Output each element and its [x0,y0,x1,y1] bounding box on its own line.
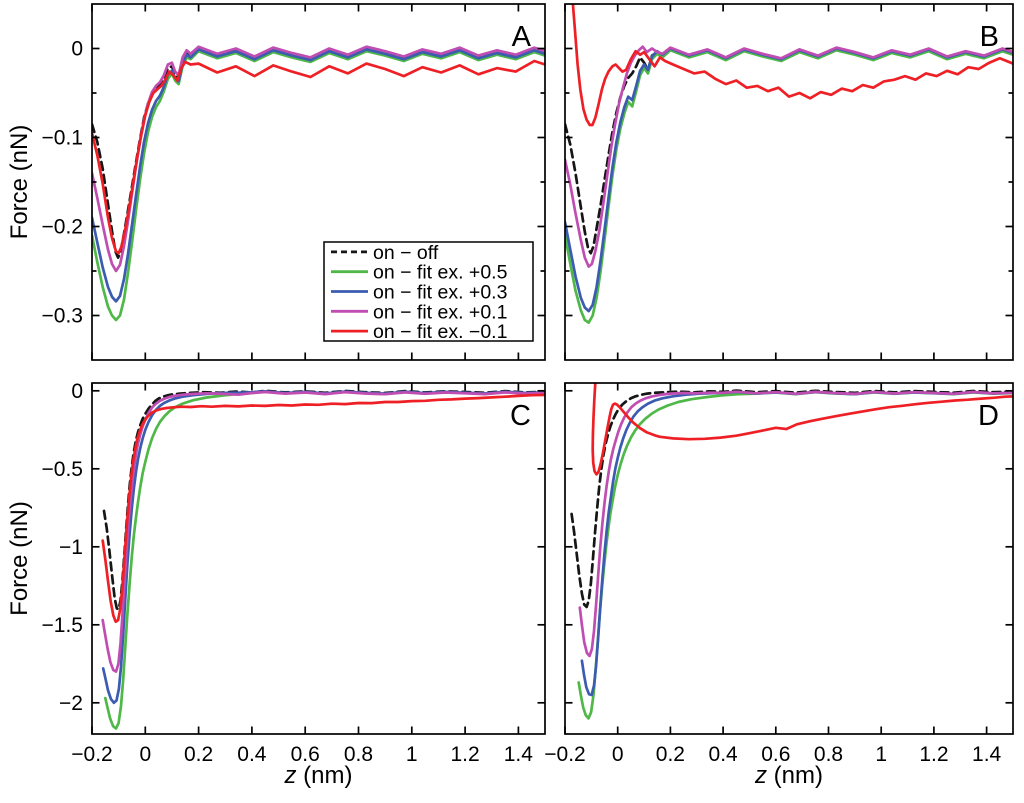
panel-D-xtick-label: 1.4 [972,743,1002,766]
x-axis-title-D: z (nm) [754,762,823,789]
panel-C-ytick-label: −2 [59,692,83,715]
panel-C-ytick-label: 0 [71,380,83,403]
panel-C-ytick-label: −1.5 [42,614,83,637]
panel-D-series-on-fit-ex.-0.1 [591,383,1013,476]
panel-C-series-on-fit-ex.-+0.1 [101,390,545,673]
panel-C-xtick-label: −0.2 [71,743,112,766]
legend-label-on-fit-ex.-0.1: on − fit ex. −0.1 [373,321,507,343]
legend-label-on-fit-ex.-+0.5: on − fit ex. +0.5 [373,262,508,284]
panel-B: B [564,3,1014,361]
panel-B-series-on-fit-ex.-+0.1 [565,45,1013,268]
panel-C: 0 −0.5 −1 −1.5 −2 −0.2 0 0.2 0.4 0.6 0.8 1 1.2 1.4 C Fo… [6,380,546,789]
panel-C-xtick-label: 0.4 [237,743,267,766]
panel-D-xtick-label: 0.2 [656,743,685,766]
panel-D-xtick-label: 1.2 [919,743,948,766]
panel-C-xtick-label: 0.6 [291,743,320,766]
panel-A-series-on-fit-ex.-0.1 [92,59,545,255]
legend-label-on-fit-ex.-+0.3: on − fit ex. +0.3 [373,282,507,304]
panel-C-plot-area [101,389,545,730]
panel-B-series-on-fit-ex.-+0.5 [565,48,1013,324]
panel-A-ytick-label: −0.1 [42,127,83,150]
panel-B-ticks [564,4,1013,360]
panel-D-xtick-label: 1 [875,743,887,766]
panel-D-series-on-fit-ex.-+0.1 [578,390,1013,658]
panel-D: −0.2 0 0.2 0.4 0.6 0.8 1 1.2 1.4 Dz (nm) [544,382,1014,789]
panel-D-xtick-label: 0.4 [709,743,739,766]
panel-B-plot-area [565,4,1013,324]
legend-label-on-off: on − off [373,242,439,264]
panel-B-series-on-fit-ex.-0.1 [571,4,1013,127]
y-axis-title-C: Force (nN) [6,501,33,616]
panel-letter-D: D [978,400,999,432]
panel-D-ticks [564,383,1013,734]
panel-A: 0 −0.1 −0.2 −0.3 A Force (nN) [6,3,546,361]
panel-letter-B: B [980,21,999,53]
x-axis-title-C: z (nm) [284,762,353,789]
panel-D-xtick-label: −0.2 [544,743,585,766]
panel-C-xtick-label: 0.2 [184,743,213,766]
panel-A-ytick-label: 0 [71,38,83,61]
panel-D-plot-area [570,383,1013,720]
panel-A-series-on-fit-ex.-+0.1 [92,45,545,273]
panel-C-ticks [91,383,545,734]
panel-C-xtick-label: 0.8 [344,743,373,766]
panel-A-ytick-label: −0.3 [42,305,83,328]
panel-D-xtick-label: 0.8 [814,743,843,766]
y-axis-title-A: Force (nN) [6,125,33,240]
panel-A-ticks [91,4,545,360]
legend-label-on-fit-ex.-+0.1: on − fit ex. +0.1 [373,301,507,323]
panel-D-xtick-label: 0 [612,743,624,766]
panel-letter-C: C [510,400,531,432]
panel-C-ytick-label: −0.5 [42,458,83,481]
panel-C-axes-box [91,382,546,735]
panel-A-ytick-label: −0.2 [42,216,83,239]
panel-letter-A: A [512,21,532,53]
panel-C-xtick-label: 0 [139,743,151,766]
panel-A-plot-area [92,45,545,322]
panel-D-axes-box [564,382,1014,735]
panel-C-xtick-label: 1.2 [450,743,479,766]
panel-D-xtick-label: 0.6 [761,743,790,766]
panel-C-ytick-label: −1 [59,536,83,559]
panel-C-xtick-label: 1 [406,743,418,766]
panel-C-xtick-label: 1.4 [504,743,534,766]
panel-C-series-on-fit-ex.-0.1 [101,393,545,624]
